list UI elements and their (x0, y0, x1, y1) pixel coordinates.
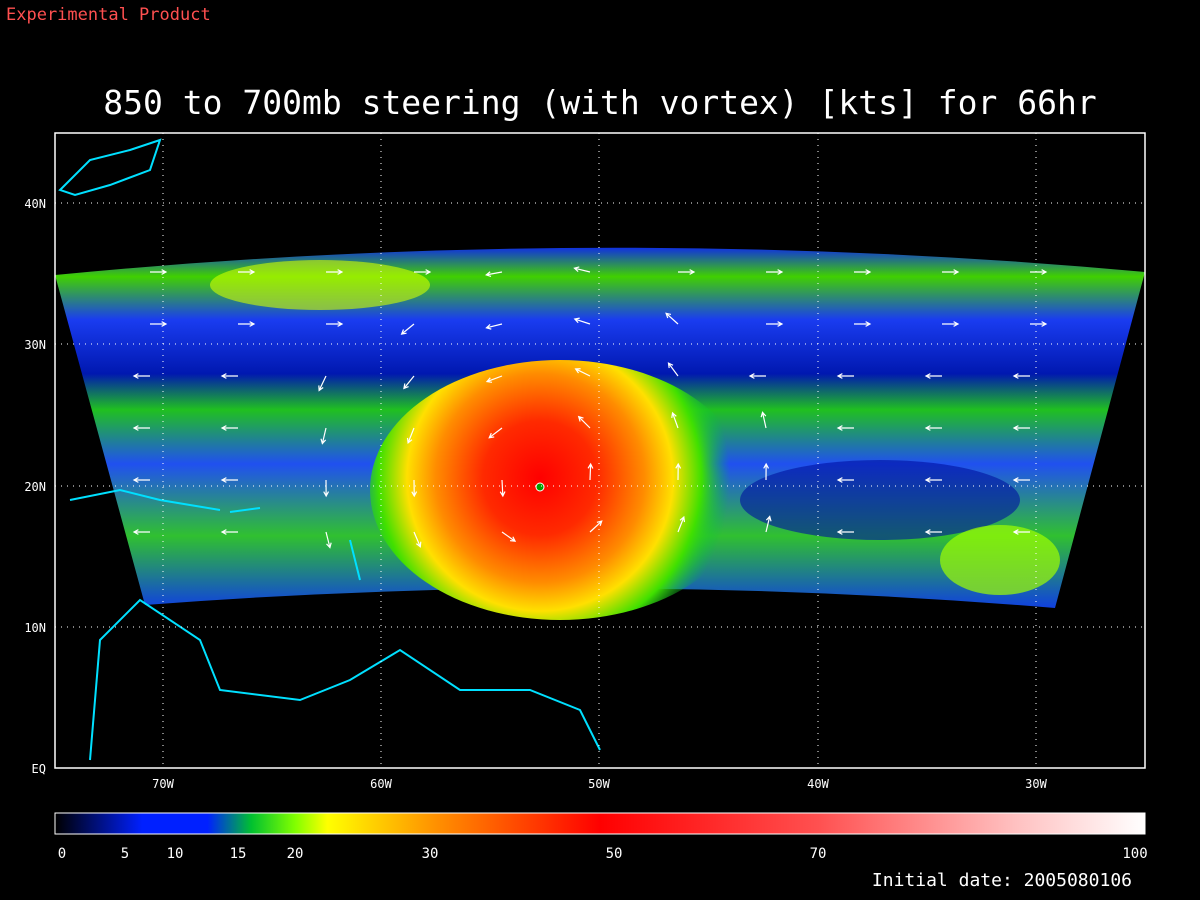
wind-arrow (488, 427, 503, 439)
wind-arrow (220, 477, 238, 483)
wind-arrow (414, 269, 432, 275)
map-frame (54, 132, 1146, 769)
coastline (58, 138, 601, 761)
colorbar-label: 5 (121, 846, 129, 862)
wind-arrow (132, 477, 150, 483)
wind-arrow (836, 529, 854, 535)
wind-arrow (238, 269, 256, 275)
wind-arrow (1030, 269, 1048, 275)
wind-field (740, 460, 1020, 540)
wind-arrow (766, 321, 784, 327)
wind-arrow (574, 368, 591, 377)
wind-arrow (326, 321, 344, 327)
wind-arrow (1012, 373, 1030, 379)
wind-arrow (573, 266, 591, 273)
wind-arrow (413, 531, 422, 548)
wind-arrow (573, 317, 591, 325)
colorbar-label: 70 (810, 846, 827, 862)
wind-arrow (765, 515, 772, 533)
lat-label: 10N (24, 621, 46, 635)
wind-arrow (132, 373, 150, 379)
wind-arrow (942, 269, 960, 275)
wind-arrow (1030, 321, 1048, 327)
coastline (69, 488, 361, 581)
wind-arrow (854, 269, 872, 275)
wind-arrow (942, 321, 960, 327)
wind-arrow (220, 425, 238, 431)
colorbar-label: 50 (606, 846, 623, 862)
wind-arrows (132, 266, 1048, 549)
wind-arrow (238, 321, 256, 327)
wind-arrow (485, 271, 503, 278)
wind-arrow (763, 462, 770, 481)
lat-label: 40N (24, 197, 46, 211)
lon-label: 70W (152, 777, 174, 791)
colorbar-label: 100 (1122, 846, 1147, 862)
wind-arrow (485, 323, 503, 330)
wind-arrow (132, 425, 150, 431)
map-area (55, 133, 1145, 768)
wind-arrow (499, 479, 506, 498)
wind-arrow (406, 427, 415, 445)
wind-arrow (1012, 425, 1030, 431)
wind-arrow (678, 269, 696, 275)
colorbar-label: 10 (167, 846, 184, 862)
wind-arrow (400, 323, 415, 335)
wind-arrow (220, 529, 238, 535)
vortex-center (535, 482, 545, 492)
wind-arrow (677, 515, 686, 533)
wind-field (210, 260, 430, 310)
lon-label: 40W (807, 777, 829, 791)
lon-label: 60W (370, 777, 392, 791)
wind-arrow (1012, 529, 1030, 535)
wind-arrow (325, 531, 332, 549)
wind-arrow (748, 373, 766, 379)
wind-arrow (220, 373, 238, 379)
wind-arrow (924, 529, 942, 535)
lat-label: EQ (32, 762, 46, 776)
title: 850 to 700mb steering (with vortex) [kts… (103, 83, 1096, 122)
lon-label: 50W (588, 777, 610, 791)
wind-arrow (403, 375, 415, 390)
wind-arrow (318, 375, 327, 392)
wind-arrow (411, 479, 418, 498)
wind-arrow (766, 269, 784, 275)
wind-arrow (577, 415, 591, 429)
colorbar-label: 30 (422, 846, 439, 862)
wind-arrow (501, 531, 517, 542)
wind-arrow (836, 373, 854, 379)
lon-label: 30W (1025, 777, 1047, 791)
wind-arrow (924, 373, 942, 379)
initial-date: Initial date: 2005080106 (872, 870, 1132, 891)
wind-arrow (1012, 477, 1030, 483)
hurricane (370, 360, 750, 620)
wind-arrow (671, 411, 679, 429)
wind-arrow (854, 321, 872, 327)
colorbar (54, 812, 1146, 835)
wind-arrow (675, 462, 682, 481)
lat-label: 20N (24, 480, 46, 494)
wind-arrow (320, 427, 327, 445)
wind-arrow (323, 479, 330, 498)
wind-arrow (587, 462, 594, 481)
colorbar-label: 20 (287, 846, 304, 862)
wind-arrow (760, 411, 767, 429)
wind-arrow (326, 269, 344, 275)
wind-arrow (589, 520, 603, 533)
header-label: Experimental Product (6, 5, 211, 25)
wind-arrow (667, 362, 679, 377)
wind-arrow (836, 477, 854, 483)
wind-arrow (485, 375, 503, 383)
colorbar-label: 15 (230, 846, 247, 862)
wind-arrow (665, 312, 679, 325)
wind-arrow (924, 477, 942, 483)
wind-arrow (924, 425, 942, 431)
lat-label: 30N (24, 338, 46, 352)
wind-arrow (836, 425, 854, 431)
colorbar-label: 0 (58, 846, 66, 862)
wind-field (940, 525, 1060, 595)
wind-arrow (132, 529, 150, 535)
